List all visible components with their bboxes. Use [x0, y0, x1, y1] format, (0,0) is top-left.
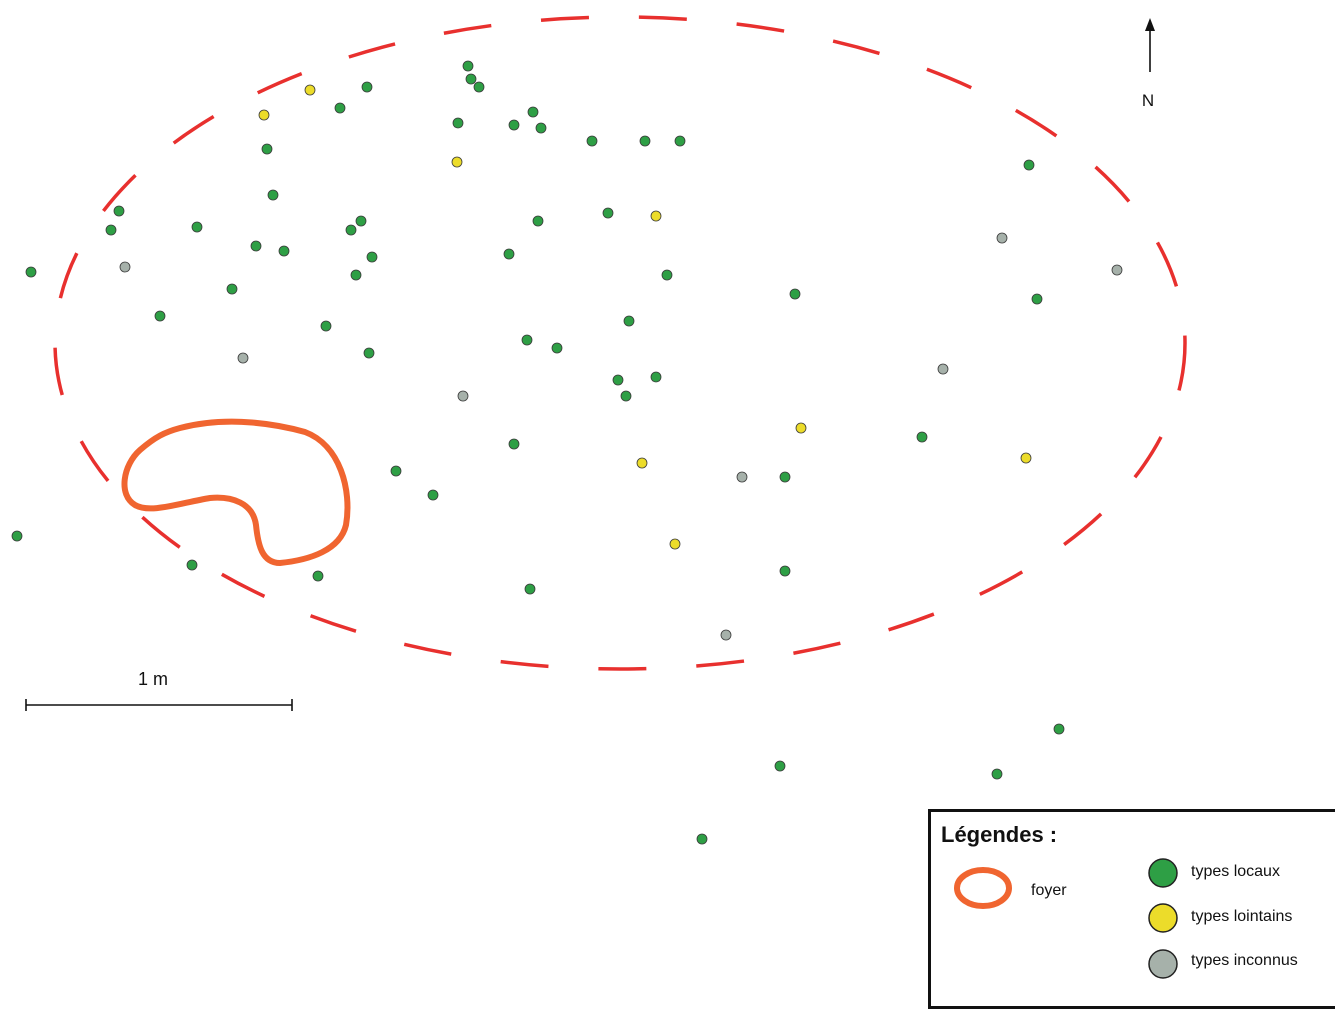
local-type-point	[774, 760, 786, 772]
local-type-point	[779, 471, 791, 483]
unknown-type-point	[720, 629, 732, 641]
north-arrow-head-icon	[1145, 18, 1155, 31]
local-type-point	[1023, 159, 1035, 171]
hearth-legend-icon	[954, 867, 1012, 909]
local-type-point	[508, 438, 520, 450]
local-type-point	[1031, 293, 1043, 305]
local-type-point	[361, 81, 373, 93]
occupation-zone-ellipse	[53, 15, 1187, 671]
local-type-point	[524, 583, 536, 595]
distant-type-point	[1020, 452, 1032, 464]
distant-type-point	[795, 422, 807, 434]
local-type-point	[427, 489, 439, 501]
local-type-point	[186, 559, 198, 571]
local-type-point	[25, 266, 37, 278]
local-type-point	[312, 570, 324, 582]
distant-type-point	[669, 538, 681, 550]
legend-title: Légendes :	[941, 822, 1058, 847]
hearth-legend-label: foyer	[1031, 882, 1067, 899]
local-type-point	[503, 248, 515, 260]
local-type-point	[462, 60, 474, 72]
local-type-point	[623, 315, 635, 327]
local-type-point	[532, 215, 544, 227]
unknown-type-point	[1111, 264, 1123, 276]
local-type-point	[696, 833, 708, 845]
local-type-point	[602, 207, 614, 219]
scale-bar-label: 1 m	[138, 669, 168, 689]
local-type-point	[363, 347, 375, 359]
unknown-types-legend-icon	[1148, 949, 1178, 979]
local-type-point	[154, 310, 166, 322]
local-type-point	[789, 288, 801, 300]
distant-type-point	[258, 109, 270, 121]
unknown-types-legend-label: types inconnus	[1191, 952, 1298, 969]
artifact-points	[11, 60, 1123, 845]
legend-box: Légendes : foyer types locaux types loin…	[928, 809, 1335, 1009]
local-type-point	[650, 371, 662, 383]
local-type-point	[261, 143, 273, 155]
local-type-point	[350, 269, 362, 281]
local-type-point	[11, 530, 23, 542]
unknown-type-point	[996, 232, 1008, 244]
local-type-point	[465, 73, 477, 85]
local-type-point	[191, 221, 203, 233]
local-type-point	[113, 205, 125, 217]
local-type-point	[521, 334, 533, 346]
local-type-point	[355, 215, 367, 227]
local-type-point	[320, 320, 332, 332]
unknown-type-point	[119, 261, 131, 273]
local-type-point	[916, 431, 928, 443]
distant-types-legend-icon	[1148, 903, 1178, 933]
local-type-point	[674, 135, 686, 147]
local-type-point	[620, 390, 632, 402]
distant-type-point	[650, 210, 662, 222]
distant-types-legend-label: types lointains	[1191, 908, 1293, 925]
distant-type-point	[636, 457, 648, 469]
local-type-point	[991, 768, 1003, 780]
local-type-point	[452, 117, 464, 129]
local-type-point	[551, 342, 563, 354]
unknown-type-point	[937, 363, 949, 375]
local-type-point	[267, 189, 279, 201]
local-type-point	[366, 251, 378, 263]
local-type-point	[639, 135, 651, 147]
north-label: N	[1142, 91, 1154, 110]
local-type-point	[1053, 723, 1065, 735]
local-type-point	[226, 283, 238, 295]
local-type-point	[779, 565, 791, 577]
hearth-outline	[121, 418, 351, 566]
local-types-legend-icon	[1148, 858, 1178, 888]
local-type-point	[535, 122, 547, 134]
unknown-type-point	[736, 471, 748, 483]
local-type-point	[508, 119, 520, 131]
unknown-type-point	[457, 390, 469, 402]
local-type-point	[612, 374, 624, 386]
local-types-legend-label: types locaux	[1191, 863, 1280, 880]
scale-bar: 1 m	[25, 669, 293, 711]
distant-type-point	[451, 156, 463, 168]
unknown-type-point	[237, 352, 249, 364]
local-type-point	[334, 102, 346, 114]
distant-type-point	[304, 84, 316, 96]
local-type-point	[390, 465, 402, 477]
local-type-point	[278, 245, 290, 257]
local-type-point	[473, 81, 485, 93]
local-type-point	[250, 240, 262, 252]
local-type-point	[105, 224, 117, 236]
local-type-point	[661, 269, 673, 281]
north-arrow: N	[1142, 18, 1155, 110]
local-type-point	[527, 106, 539, 118]
local-type-point	[345, 224, 357, 236]
local-type-point	[586, 135, 598, 147]
